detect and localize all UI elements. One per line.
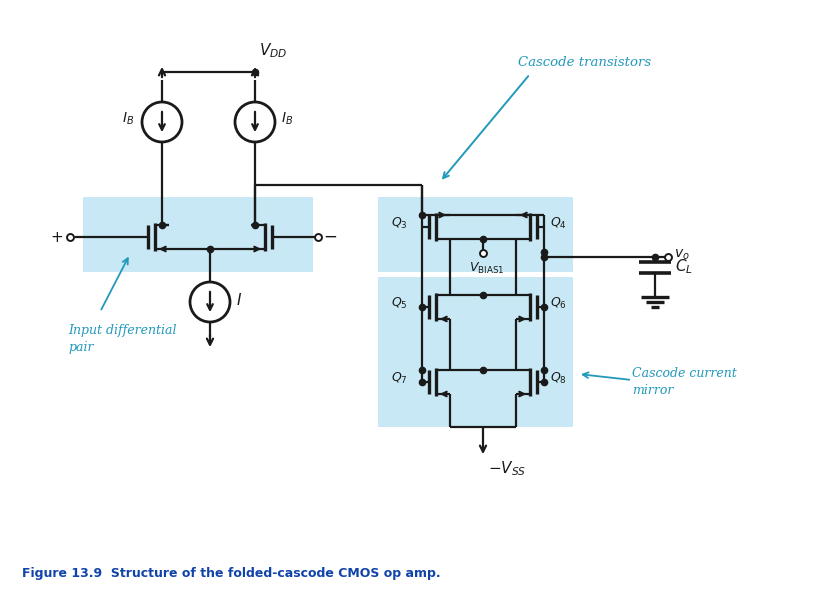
- Text: $I_B$: $I_B$: [122, 111, 134, 127]
- Text: $V_{\mathrm{BIAS1}}$: $V_{\mathrm{BIAS1}}$: [469, 261, 505, 276]
- Text: +: +: [50, 229, 63, 244]
- Text: $-V_{SS}$: $-V_{SS}$: [488, 459, 526, 478]
- Text: $Q_7$: $Q_7$: [391, 370, 408, 385]
- Text: Figure 13.9  Structure of the folded-cascode CMOS op amp.: Figure 13.9 Structure of the folded-casc…: [22, 567, 441, 580]
- Text: $I_B$: $I_B$: [281, 111, 293, 127]
- Bar: [378, 197, 573, 272]
- Text: $Q_8$: $Q_8$: [550, 370, 567, 385]
- Text: $Q_6$: $Q_6$: [550, 296, 567, 311]
- Bar: [83, 197, 313, 272]
- Text: Cascode current
mirror: Cascode current mirror: [632, 367, 737, 397]
- Text: $V_{DD}$: $V_{DD}$: [259, 42, 288, 60]
- Text: Input differential
pair: Input differential pair: [68, 324, 177, 354]
- Text: −: −: [323, 228, 337, 246]
- Text: $Q_5$: $Q_5$: [391, 296, 408, 311]
- Bar: [378, 277, 573, 427]
- Text: $C_L$: $C_L$: [675, 258, 693, 276]
- Text: $I$: $I$: [236, 292, 242, 308]
- Text: Cascode transistors: Cascode transistors: [518, 55, 651, 69]
- Text: $v_o$: $v_o$: [674, 248, 690, 262]
- Text: $Q_4$: $Q_4$: [550, 216, 567, 231]
- Text: $Q_3$: $Q_3$: [391, 216, 408, 231]
